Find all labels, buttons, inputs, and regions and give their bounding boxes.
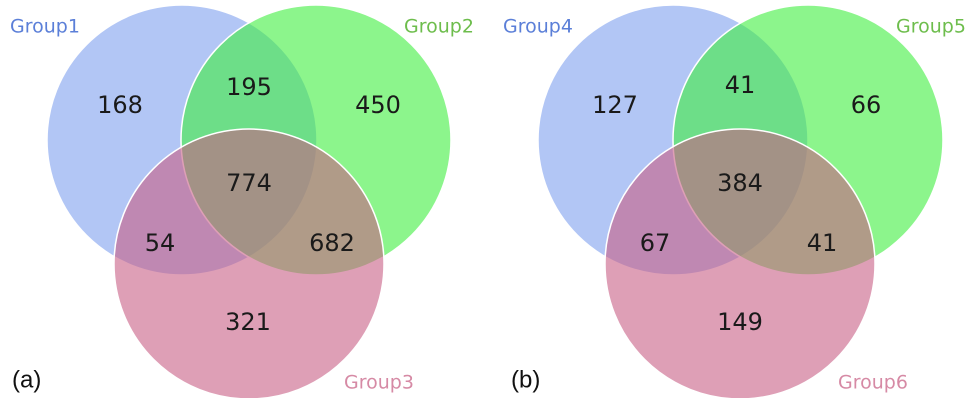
venn-b-group4-group6: 67 [640, 229, 671, 257]
venn-b-only-group5: 66 [851, 91, 882, 119]
venn-b-label-group6: Group6 [838, 372, 908, 394]
venn-b-group4-group5: 41 [725, 71, 756, 99]
venn-b-all-groups: 384 [717, 169, 763, 197]
venn-a-only-group3: 321 [225, 308, 271, 336]
venn-a-panel-label: (a) [12, 366, 41, 393]
venn-b-label-group5: Group5 [896, 16, 966, 38]
venn-b: Group4 Group5 Group6 127 66 149 41 67 41… [503, 4, 966, 398]
venn-a-label-group3: Group3 [344, 372, 414, 394]
venn-b-circle-group6 [604, 128, 876, 398]
venn-a-label-group1: Group1 [10, 16, 80, 38]
venn-b-group5-group6: 41 [807, 229, 838, 257]
venn-a-group1-group2: 195 [226, 73, 272, 101]
venn-a-circle-group3 [113, 128, 385, 398]
venn-a-group2-group3: 682 [309, 229, 355, 257]
venn-a-group1-group3: 54 [145, 229, 176, 257]
venn-b-only-group4: 127 [592, 91, 638, 119]
venn-a: Group1 Group2 Group3 168 450 321 195 54 … [10, 4, 474, 398]
venn-b-label-group4: Group4 [503, 16, 573, 38]
venn-b-only-group6: 149 [717, 308, 763, 336]
venn-a-label-group2: Group2 [404, 16, 474, 38]
venn-b-panel-label: (b) [511, 366, 540, 393]
venn-a-all-groups: 774 [226, 169, 272, 197]
venn-a-only-group1: 168 [97, 91, 143, 119]
venn-a-only-group2: 450 [355, 91, 401, 119]
